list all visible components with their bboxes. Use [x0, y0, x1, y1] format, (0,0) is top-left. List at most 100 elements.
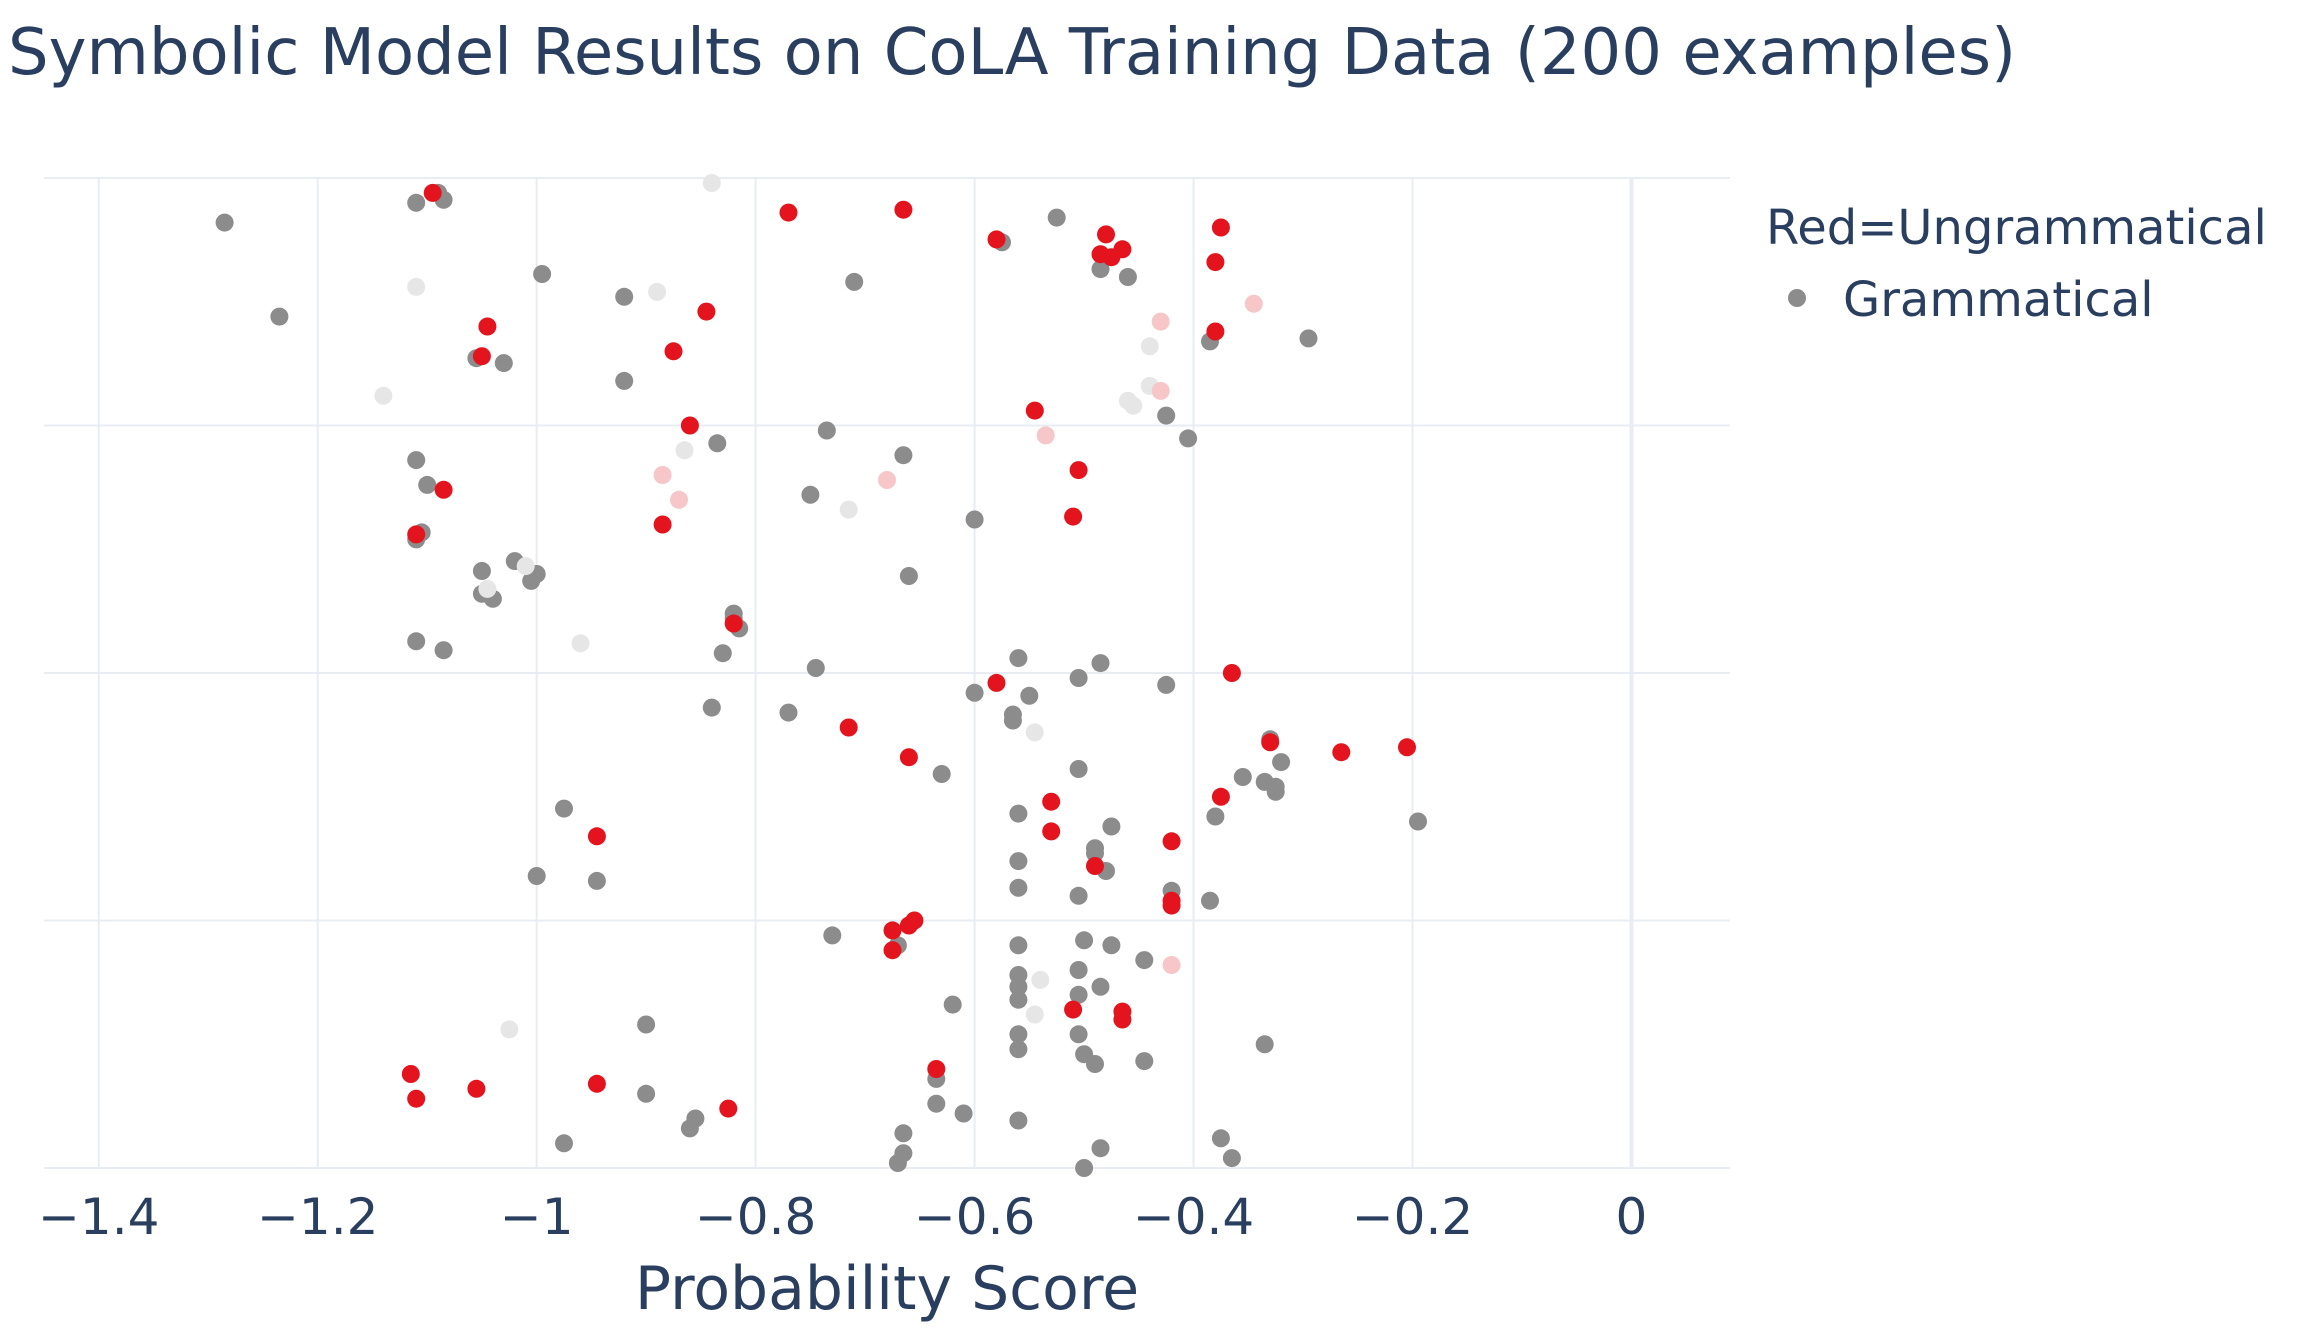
- ungrammatical-point: [697, 302, 716, 321]
- grammatical-point: [1075, 1159, 1094, 1177]
- ungrammatical-point: [987, 230, 1006, 249]
- grammatical-point: [494, 354, 513, 373]
- x-axis-title: Probability Score: [635, 1254, 1139, 1324]
- grammatical-point: [1201, 891, 1219, 910]
- grammatical-point: [1272, 753, 1291, 772]
- ungrammatical-point: [1042, 792, 1061, 811]
- ungrammatical-point: [1211, 218, 1230, 237]
- grammatical_faint-point: [478, 579, 497, 598]
- grammatical-point: [1009, 878, 1028, 897]
- grammatical-point: [1009, 977, 1028, 996]
- grammatical-point: [1009, 804, 1028, 823]
- grammatical-point: [779, 703, 798, 722]
- grammatical-point: [1102, 936, 1121, 955]
- ungrammatical-point: [1332, 743, 1351, 762]
- grammatical_faint-point: [516, 557, 535, 576]
- grammatical-point: [1069, 961, 1088, 979]
- ungrammatical-point: [1064, 1000, 1083, 1019]
- ungrammatical-point: [1162, 832, 1181, 851]
- grammatical-point: [1179, 429, 1198, 448]
- grammatical-point: [1069, 1025, 1088, 1044]
- grammatical-point: [1266, 782, 1285, 801]
- grammatical-point: [1003, 711, 1022, 730]
- grammatical-point: [806, 659, 825, 677]
- grammatical-point: [555, 1134, 573, 1153]
- ungrammatical_faint-point: [878, 471, 896, 489]
- ungrammatical-point: [587, 827, 606, 846]
- grammatical-point: [1157, 406, 1176, 425]
- grammatical-point: [1009, 990, 1028, 1009]
- ungrammatical-point: [653, 515, 672, 534]
- grammatical-point: [407, 632, 426, 651]
- grammatical_faint-point: [571, 634, 590, 653]
- ungrammatical-point: [1261, 733, 1280, 752]
- ungrammatical-point: [883, 921, 902, 940]
- grammatical-point: [708, 434, 727, 453]
- ungrammatical-point: [839, 718, 858, 737]
- ungrammatical-point: [407, 525, 426, 544]
- grammatical-point: [1206, 807, 1225, 826]
- grammatical_faint-point: [1031, 970, 1050, 989]
- grammatical-point: [1009, 649, 1028, 668]
- x-tick-label: −0.6: [914, 1188, 1035, 1246]
- ungrammatical_faint-point: [1036, 426, 1055, 445]
- grammatical-point: [615, 287, 634, 306]
- grammatical-point: [702, 698, 721, 717]
- grammatical-point: [270, 307, 289, 326]
- grammatical-point: [899, 567, 918, 585]
- grammatical-point: [1222, 1149, 1241, 1168]
- grammatical-point: [680, 1119, 699, 1138]
- ungrammatical-point: [434, 480, 453, 499]
- grid: [44, 177, 1730, 1169]
- grammatical-point: [1118, 268, 1137, 286]
- grammatical-point: [1135, 1052, 1154, 1071]
- ungrammatical-point: [927, 1060, 946, 1078]
- grammatical-point: [801, 485, 820, 504]
- ungrammatical-point: [1211, 787, 1230, 806]
- grammatical-point: [1069, 985, 1088, 1004]
- grammatical-point: [1009, 1040, 1028, 1059]
- ungrammatical-point: [1222, 664, 1241, 682]
- grammatical-point: [615, 371, 634, 390]
- grammatical-point: [637, 1015, 656, 1034]
- grammatical-point: [1233, 768, 1252, 786]
- grammatical-point: [1075, 931, 1094, 950]
- ungrammatical_faint-point: [1162, 956, 1181, 974]
- grammatical-point: [1091, 654, 1110, 673]
- ungrammatical-point: [1025, 401, 1044, 420]
- ungrammatical-point: [407, 1089, 426, 1108]
- ungrammatical-point: [1042, 822, 1061, 841]
- grammatical-point: [965, 683, 984, 702]
- grammatical-point: [823, 926, 842, 945]
- grammatical-point: [1157, 675, 1176, 694]
- grammatical-point: [418, 475, 437, 494]
- ungrammatical-point: [467, 1079, 486, 1098]
- ungrammatical-point: [1086, 857, 1104, 875]
- grammatical-point: [533, 265, 552, 283]
- x-tick-label: 0: [1616, 1188, 1648, 1246]
- ungrammatical-point: [1113, 1010, 1132, 1029]
- grammatical-point: [1409, 812, 1427, 831]
- ungrammatical_faint-point: [670, 490, 688, 509]
- ungrammatical-point: [1206, 253, 1225, 272]
- grammatical-point: [472, 562, 491, 580]
- ungrammatical_faint-point: [1244, 294, 1263, 313]
- ungrammatical-point: [478, 317, 497, 336]
- grammatical-point: [1255, 1035, 1274, 1054]
- grammatical-point: [1069, 669, 1088, 687]
- grammatical-point: [555, 799, 573, 818]
- grammatical-point: [1047, 208, 1066, 227]
- grammatical-point: [888, 1154, 907, 1172]
- ungrammatical-point: [1064, 507, 1083, 526]
- grammatical-point: [845, 272, 864, 291]
- grammatical-point: [527, 867, 546, 885]
- ungrammatical-point: [1206, 322, 1225, 341]
- ungrammatical-point: [724, 614, 743, 633]
- ungrammatical-point: [1097, 225, 1115, 244]
- grammatical-point: [587, 871, 606, 890]
- grammatical_faint-point: [839, 500, 858, 519]
- ungrammatical-point: [1162, 896, 1181, 915]
- grammatical-point: [1009, 936, 1028, 955]
- grammatical-point: [1069, 886, 1088, 905]
